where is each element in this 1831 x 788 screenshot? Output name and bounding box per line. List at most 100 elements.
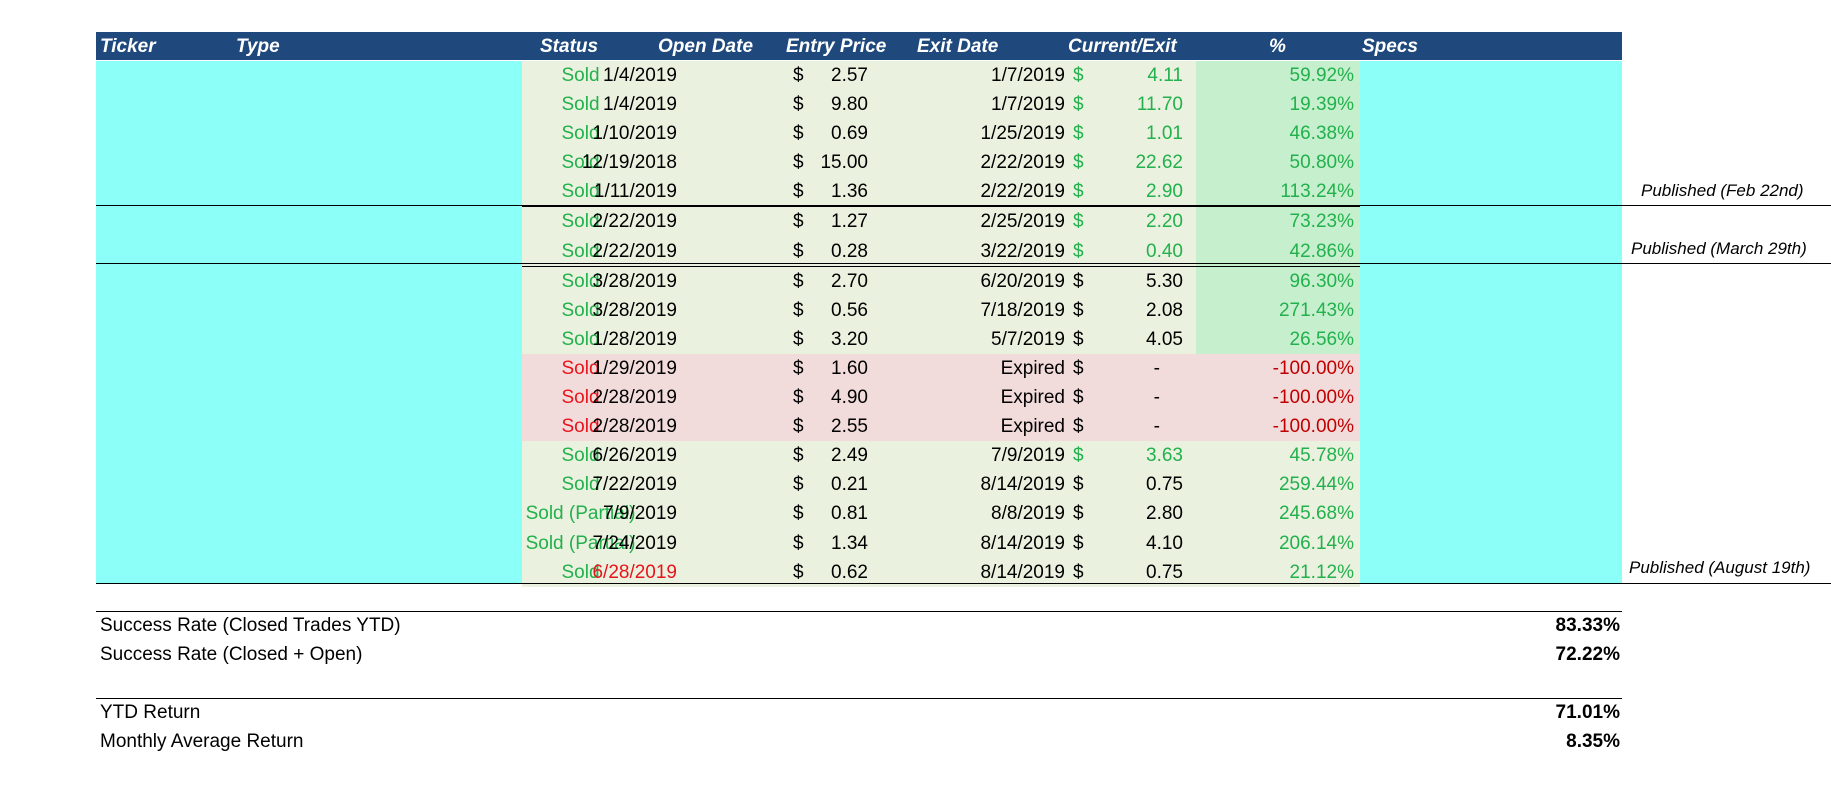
exit-date-cell: Expired — [1000, 416, 1065, 438]
current-exit-cell: 2.08 — [1146, 299, 1183, 321]
header-current-exit: Current/Exit — [1068, 36, 1177, 57]
percent-cell: 96.30% — [1289, 270, 1354, 292]
percent-cell-fill — [1196, 148, 1360, 178]
percent-cell: 73.23% — [1289, 211, 1354, 233]
exit-date-cell: 5/7/2019 — [991, 328, 1065, 350]
current-currency-symbol: $ — [1073, 65, 1084, 86]
percent-cell: 113.24% — [1280, 181, 1354, 203]
current-currency-symbol: $ — [1073, 561, 1084, 583]
percent-cell: 45.78% — [1289, 445, 1354, 467]
entry-price-cell: 2.49 — [831, 445, 868, 467]
open-date-cell: 3/28/2019 — [592, 270, 677, 292]
open-date-cell: 2/22/2019 — [592, 240, 677, 262]
table-row: Sold 3/28/2019 $0.56 7/18/2019 $2.08 271.43% — [522, 295, 1360, 325]
ytd-return-value: 71.01% — [1555, 702, 1620, 723]
table-row: Sold 2/22/2019 $1.27 2/25/2019 $2.20 73.23% — [522, 206, 1360, 237]
header-exit-date: Exit Date — [917, 36, 999, 57]
entry-price-cell: 1.60 — [831, 357, 868, 379]
table-row: Sold 1/29/2019 $1.60 Expired $ - -100.00% — [522, 353, 1360, 384]
entry-currency-symbol: $ — [793, 240, 804, 262]
current-exit-cell: 4.11 — [1147, 65, 1183, 86]
summary-ytd-return: YTD Return 71.01% — [100, 702, 1620, 728]
open-date-cell: 1/29/2019 — [592, 357, 677, 379]
header-row: Ticker Type Status Open Date Entry Price… — [96, 32, 1622, 61]
current-exit-cell: 0.75 — [1146, 561, 1183, 583]
percent-cell-fill — [1196, 119, 1360, 149]
current-exit-cell: 4.05 — [1146, 328, 1183, 350]
status-cell: Sold — [561, 181, 600, 203]
status-cell: Sold — [561, 416, 600, 438]
success-closed-value: 83.33% — [1555, 615, 1620, 636]
open-date-cell: 7/24/2019 — [592, 532, 677, 554]
status-cell: Sold — [561, 270, 600, 292]
exit-date-cell: 1/7/2019 — [991, 65, 1065, 86]
current-exit-cell: 3.63 — [1146, 445, 1183, 467]
status-cell: Sold — [561, 328, 600, 350]
percent-cell: 59.92% — [1289, 65, 1354, 86]
entry-price-cell: 0.21 — [831, 474, 868, 496]
monthly-return-value: 8.35% — [1566, 731, 1620, 752]
current-currency-symbol: $ — [1073, 123, 1084, 145]
entry-currency-symbol: $ — [793, 503, 804, 525]
entry-price-cell: 0.81 — [831, 503, 868, 525]
entry-currency-symbol: $ — [793, 532, 804, 554]
current-currency-symbol: $ — [1073, 416, 1084, 438]
percent-cell: 46.38% — [1289, 123, 1354, 145]
exit-date-cell: 8/14/2019 — [980, 532, 1065, 554]
entry-currency-symbol: $ — [793, 152, 804, 174]
open-date-cell: 1/4/2019 — [603, 65, 677, 86]
open-date-cell: 7/9/2019 — [603, 503, 677, 525]
entry-price-cell: 0.69 — [831, 123, 868, 145]
exit-date-cell: 6/20/2019 — [980, 270, 1065, 292]
exit-date-cell: 7/18/2019 — [980, 299, 1065, 321]
percent-cell: -100.00% — [1272, 387, 1354, 409]
summary-monthly-return: Monthly Average Return 8.35% — [100, 731, 1620, 757]
status-cell: Sold — [561, 299, 600, 321]
status-cell: Sold — [561, 561, 600, 583]
table-row: Sold 7/22/2019 $0.21 8/14/2019 $0.75 259.44% — [522, 470, 1360, 500]
entry-price-cell: 1.34 — [831, 532, 868, 554]
current-currency-symbol: $ — [1073, 532, 1084, 554]
percent-cell: 259.44% — [1278, 474, 1354, 496]
status-cell: Sold — [561, 65, 600, 86]
entry-currency-symbol: $ — [793, 561, 804, 583]
header-entry-price: Entry Price — [786, 36, 887, 57]
percent-cell: 42.86% — [1289, 240, 1354, 262]
ytd-return-label: YTD Return — [100, 702, 201, 723]
open-date-cell: 1/10/2019 — [592, 123, 677, 145]
status-cell: Sold — [561, 211, 600, 233]
trades-table: Sold 1/4/2019 $2.57 1/7/2019 $4.11 59.92% Sold… — [522, 61, 1360, 587]
current-currency-symbol: $ — [1073, 240, 1084, 262]
entry-price-cell: 3.20 — [831, 328, 868, 350]
specs-block — [1360, 61, 1622, 584]
open-date-cell: 2/28/2019 — [592, 416, 677, 438]
table-row: Sold 6/28/2019 $0.62 8/14/2019 $0.75 21.12% — [522, 557, 1360, 587]
entry-currency-symbol: $ — [793, 328, 804, 350]
table-row: Sold 1/4/2019 $2.57 1/7/2019 $4.11 59.92% — [522, 61, 1360, 91]
table-row: Sold 1/11/2019 $1.36 2/22/2019 $2.90 113.24% — [522, 177, 1360, 207]
entry-currency-symbol: $ — [793, 94, 804, 116]
current-currency-symbol: $ — [1073, 211, 1084, 233]
percent-cell: 50.80% — [1289, 152, 1354, 174]
current-currency-symbol: $ — [1073, 445, 1084, 467]
current-currency-symbol: $ — [1073, 387, 1084, 409]
entry-price-cell: 0.56 — [831, 299, 868, 321]
percent-cell-fill — [1196, 236, 1360, 266]
exit-date-cell: 2/25/2019 — [980, 211, 1065, 233]
success-open-value: 72.22% — [1555, 644, 1620, 665]
summary-success-open: Success Rate (Closed + Open) 72.22% — [100, 644, 1620, 670]
status-cell: Sold — [561, 240, 600, 262]
percent-cell: 19.39% — [1289, 94, 1354, 116]
percent-cell-fill — [1196, 266, 1360, 296]
exit-date-cell: 2/22/2019 — [980, 181, 1065, 203]
current-currency-symbol: $ — [1073, 270, 1084, 292]
open-date-cell: 12/19/2018 — [581, 152, 677, 174]
current-exit-cell: - — [1153, 357, 1160, 379]
open-date-cell: 3/28/2019 — [592, 299, 677, 321]
exit-date-cell: 1/25/2019 — [980, 123, 1065, 145]
table-row: Sold 1/10/2019 $0.69 1/25/2019 $1.01 46.38% — [522, 119, 1360, 149]
entry-price-cell: 15.00 — [820, 152, 868, 174]
percent-cell-fill — [1196, 207, 1360, 237]
success-closed-label: Success Rate (Closed Trades YTD) — [100, 615, 401, 636]
